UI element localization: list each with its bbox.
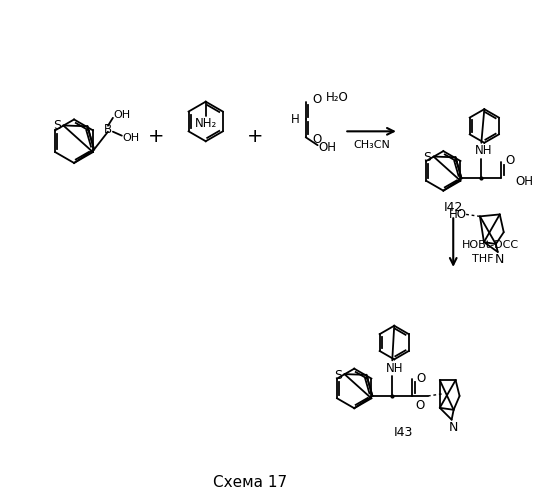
- Text: +: +: [148, 127, 164, 146]
- Text: HO: HO: [449, 208, 467, 221]
- Text: N: N: [495, 254, 505, 266]
- Text: Схема 17: Схема 17: [213, 475, 287, 490]
- Text: NH: NH: [475, 144, 492, 157]
- Text: +: +: [247, 127, 263, 146]
- Text: NH₂: NH₂: [194, 117, 217, 130]
- Text: O: O: [505, 154, 515, 167]
- Text: THF: THF: [472, 254, 494, 264]
- Text: OH: OH: [122, 132, 139, 142]
- Text: S: S: [424, 151, 432, 164]
- Text: O: O: [312, 93, 321, 106]
- Text: H: H: [290, 113, 299, 126]
- Text: S: S: [335, 368, 343, 382]
- Text: H₂O: H₂O: [326, 91, 349, 104]
- Text: I43: I43: [394, 426, 413, 440]
- Text: N: N: [449, 421, 458, 434]
- Text: O: O: [416, 400, 424, 412]
- Text: B: B: [104, 123, 112, 136]
- Text: O: O: [312, 132, 321, 145]
- Text: OH: OH: [319, 140, 336, 153]
- Text: CH₃CN: CH₃CN: [353, 140, 390, 150]
- Text: S: S: [53, 119, 61, 132]
- Text: OH: OH: [113, 110, 130, 120]
- Text: HOBt-DCC: HOBt-DCC: [462, 240, 520, 250]
- Text: OH: OH: [515, 175, 533, 188]
- Text: NH: NH: [385, 362, 403, 375]
- Text: I42: I42: [443, 201, 463, 214]
- Text: O: O: [416, 372, 426, 384]
